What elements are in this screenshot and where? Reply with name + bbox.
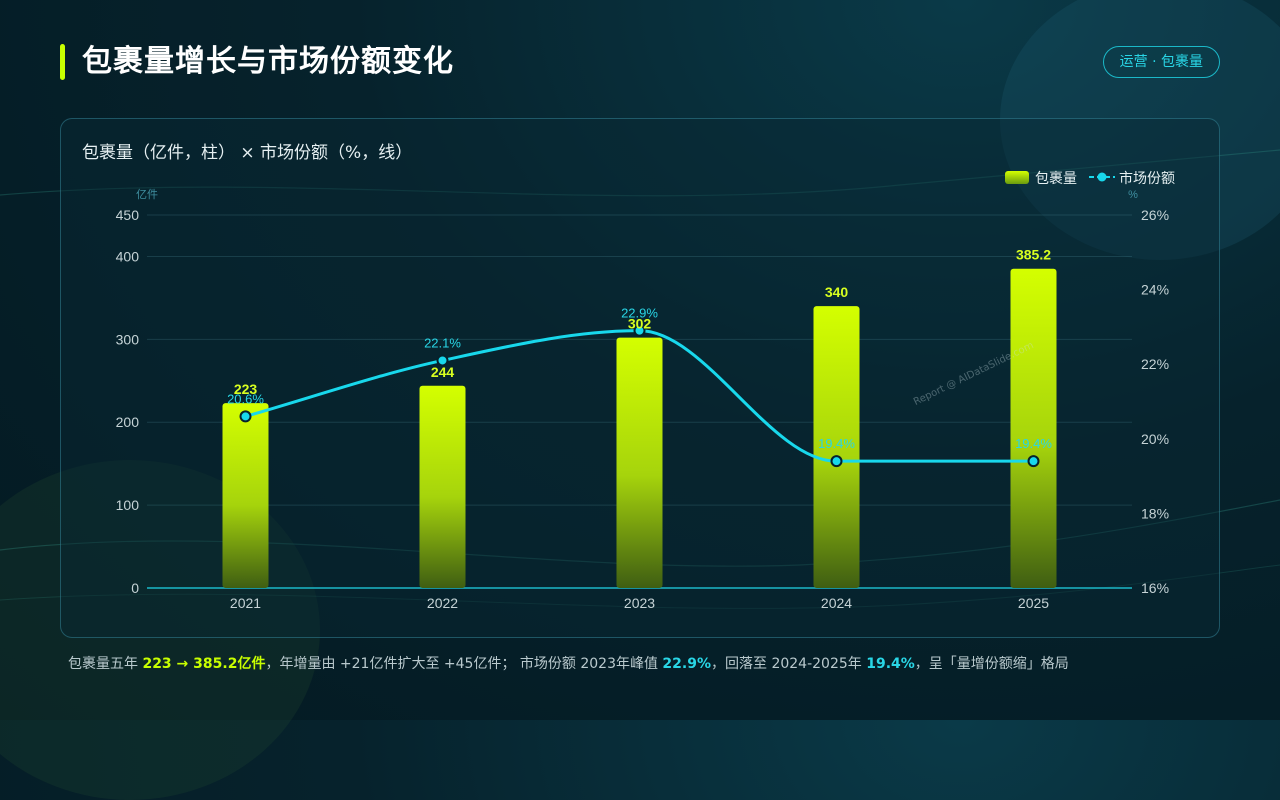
bar-value-label: 302 bbox=[628, 316, 652, 332]
page-title: 包裹量增长与市场份额变化 bbox=[82, 44, 454, 79]
summary-highlight-volume: 223 → 385.2亿件 bbox=[142, 656, 266, 672]
combo-chart: 0 100 200 300 400 450 亿件 % 16% 18% 20% 22% 24% 26% 223… bbox=[116, 188, 1169, 611]
line-value-label: 20.6% bbox=[227, 391, 264, 406]
y-tick-label-right: 26% bbox=[1141, 207, 1169, 223]
summary-part-3: ，回落至 2024-2025年 bbox=[711, 656, 867, 672]
line-point-2022 bbox=[436, 354, 449, 367]
legend-bar-label: 包裹量 bbox=[1035, 171, 1077, 187]
line-value-label: 19.4% bbox=[818, 436, 855, 451]
legend-line-label: 市场份额 bbox=[1119, 171, 1175, 187]
chart-title: 包裹量（亿件，柱） × 市场份额（%，线） bbox=[82, 143, 413, 163]
line-value-label: 22.1% bbox=[424, 335, 461, 350]
bar-2022 bbox=[419, 385, 466, 588]
right-axis-unit: % bbox=[1128, 189, 1138, 201]
y-tick-label-left: 0 bbox=[131, 580, 139, 596]
y-tick-label-left: 200 bbox=[116, 414, 140, 430]
legend-line-swatch bbox=[1089, 172, 1115, 182]
x-tick-label: 2021 bbox=[230, 595, 261, 611]
line-point-2025 bbox=[1027, 455, 1040, 468]
x-tick-label: 2023 bbox=[624, 595, 655, 611]
bar-2024 bbox=[813, 306, 860, 588]
line-point-2023 bbox=[633, 324, 646, 337]
title-accent-bar bbox=[60, 44, 65, 80]
y-tick-label-left: 450 bbox=[116, 207, 140, 223]
summary-highlight-latest: 19.4% bbox=[866, 656, 915, 672]
bar-value-label: 223 bbox=[234, 381, 258, 397]
summary-part-4: ，呈「量增份额缩」格局 bbox=[914, 656, 1069, 672]
line-value-label: 19.4% bbox=[1015, 436, 1052, 451]
y-tick-label-right: 16% bbox=[1141, 580, 1169, 596]
summary-part-2: ，年增量由 +21亿件扩大至 +45亿件； 市场份额 2023年峰值 bbox=[265, 656, 663, 672]
bar-value-label: 340 bbox=[825, 284, 849, 300]
line-value-label: 22.9% bbox=[621, 306, 658, 321]
bar-2021 bbox=[222, 403, 269, 588]
y-tick-label-left: 100 bbox=[116, 497, 140, 513]
x-tick-label: 2025 bbox=[1018, 595, 1049, 611]
x-tick-label: 2024 bbox=[821, 595, 852, 611]
y-tick-label-right: 22% bbox=[1141, 356, 1169, 372]
y-tick-label-right: 24% bbox=[1141, 282, 1169, 298]
decorative-circle-top-right bbox=[1000, 0, 1280, 260]
y-tick-label-right: 20% bbox=[1141, 431, 1169, 447]
line-point-2021 bbox=[239, 410, 252, 423]
bar-value-label: 244 bbox=[431, 364, 455, 380]
left-axis-unit: 亿件 bbox=[136, 188, 158, 201]
y-tick-label-right: 18% bbox=[1141, 505, 1169, 521]
summary-highlight-peak: 22.9% bbox=[662, 656, 711, 672]
legend-bar-swatch bbox=[1005, 171, 1029, 184]
x-tick-label: 2022 bbox=[427, 595, 458, 611]
bar-2025 bbox=[1010, 268, 1057, 588]
summary-part-1: 包裹量五年 bbox=[68, 656, 143, 672]
category-tag[interactable]: 运营 · 包裹量 bbox=[1102, 46, 1220, 78]
line-point-2024 bbox=[830, 455, 843, 468]
y-tick-label-left: 400 bbox=[116, 248, 140, 264]
summary-text: 包裹量五年 223 → 385.2亿件，年增量由 +21亿件扩大至 +45亿件；… bbox=[68, 653, 1069, 673]
y-tick-label-left: 300 bbox=[116, 331, 140, 347]
bar-value-label: 385.2 bbox=[1016, 247, 1051, 263]
bar-2023 bbox=[616, 337, 663, 588]
